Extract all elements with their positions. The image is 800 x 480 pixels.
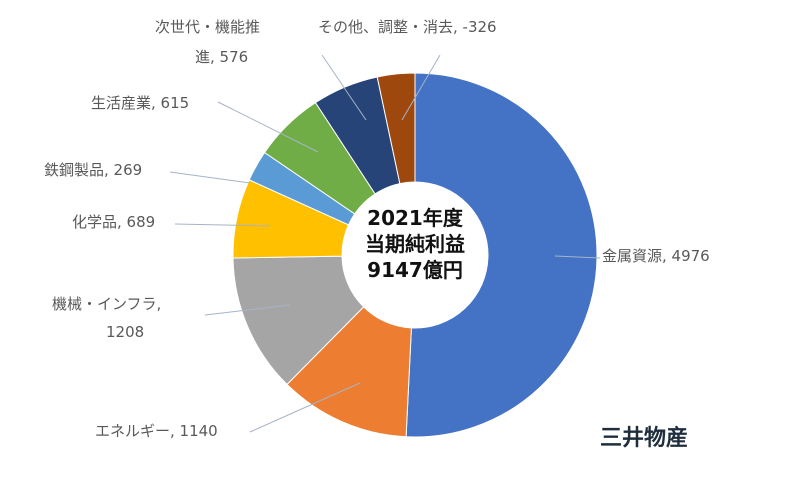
label-nextgen-line2: 進, 576 bbox=[195, 48, 249, 66]
leader-line-1 bbox=[249, 382, 361, 433]
leader-line-7 bbox=[401, 54, 441, 121]
label-other: その他、調整・消去, -326 bbox=[318, 18, 497, 36]
label-steel: 鉄鋼製品, 269 bbox=[44, 161, 143, 179]
donut-hole bbox=[342, 182, 488, 328]
leader-line-6 bbox=[321, 54, 367, 121]
company-name: 三井物産 bbox=[600, 426, 689, 451]
center-total: 9147億円 bbox=[367, 258, 463, 282]
label-energy: エネルギー, 1140 bbox=[95, 422, 218, 440]
label-machinery-line2: 1208 bbox=[106, 323, 145, 341]
label-lifestyle: 生活産業, 615 bbox=[91, 94, 190, 112]
center-title: 当期純利益 bbox=[365, 232, 465, 256]
label-nextgen-line1: 次世代・機能推 bbox=[155, 18, 261, 36]
label-chemicals: 化学品, 689 bbox=[72, 213, 156, 231]
leader-line-2 bbox=[204, 304, 291, 316]
label-machinery-line1: 機械・インフラ, bbox=[52, 295, 162, 313]
leader-line-4 bbox=[169, 171, 251, 184]
leader-line-3 bbox=[174, 223, 271, 227]
leader-line-0 bbox=[554, 255, 601, 259]
center-year: 2021年度 bbox=[367, 206, 463, 230]
label-metals: 金属資源, 4976 bbox=[602, 247, 710, 265]
leader-line-5 bbox=[217, 101, 319, 153]
